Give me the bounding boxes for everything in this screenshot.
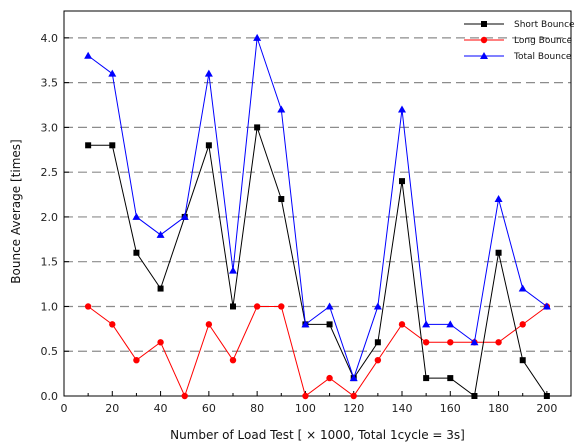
data-point-total-bounce [253,33,262,41]
legend-label: Short Bounce [514,20,575,30]
data-point-long-bounce [422,339,430,346]
data-point-total-bounce [542,302,551,310]
data-point-long-bounce [350,392,357,400]
data-point-short-bounce [543,393,550,399]
data-point-total-bounce [108,69,117,77]
x-tick-label: 40 [154,402,168,415]
y-tick-label: 4.0 [41,32,59,45]
data-point-long-bounce [181,392,188,400]
data-point-total-bounce [132,212,141,220]
data-point-total-bounce [204,69,213,77]
data-point-short-bounce [254,124,261,131]
data-point-total-bounce [398,105,406,113]
x-axis-title: Number of Load Test [ × 1000, Total 1cyc… [170,428,465,442]
data-point-short-bounce [447,375,454,382]
data-point-long-bounce [398,321,406,328]
series-total-bounce [84,33,551,382]
data-point-total-bounce [156,230,165,238]
data-point-short-bounce [133,249,140,256]
data-point-short-bounce [205,142,212,149]
legend-entry-total-bounce: Total Bounce [464,52,572,62]
y-tick-label: 1.5 [41,256,59,269]
legend-label: Long Bounce [514,36,573,46]
legend-label: Total Bounce [513,52,572,62]
x-tick-label: 140 [392,402,413,415]
x-tick-label: 80 [250,402,264,415]
data-point-long-bounce [447,339,454,346]
data-point-long-bounce [519,321,526,328]
grid-lines [64,37,571,352]
data-point-total-bounce [422,320,431,328]
x-tick-label: 100 [295,402,316,415]
legend-marker [480,36,488,44]
data-point-short-bounce [399,178,405,185]
legend-entry-long-bounce: Long Bounce [464,36,573,46]
data-point-short-bounce [85,142,92,149]
series-long-bounce [84,303,551,400]
data-point-short-bounce [230,303,236,310]
data-point-total-bounce [373,302,382,310]
data-point-short-bounce [109,142,116,149]
data-point-long-bounce [326,374,333,382]
data-point-long-bounce [374,356,382,364]
y-axis-title: Bounce Average [times] [9,139,23,283]
data-point-total-bounce [349,374,358,382]
data-point-long-bounce [229,356,237,364]
data-point-short-bounce [157,285,164,292]
data-point-total-bounce [446,320,455,328]
x-tick-label: 60 [202,402,216,415]
y-tick-label: 3.0 [41,121,59,134]
data-point-long-bounce [133,356,140,364]
y-tick-label: 1.0 [41,300,59,313]
y-tick-label: 3.5 [41,77,59,90]
y-tick-label: 2.0 [41,211,59,224]
data-point-short-bounce [423,375,430,382]
data-point-long-bounce [84,303,92,310]
data-point-total-bounce [325,302,334,310]
x-tick-label: 120 [343,402,364,415]
data-point-long-bounce [495,339,502,346]
legend-marker [480,52,488,59]
data-point-long-bounce [253,303,261,310]
data-point-short-bounce [374,339,381,346]
data-point-total-bounce [229,266,237,274]
data-point-long-bounce [157,339,164,346]
series-line-long-bounce [87,305,548,398]
data-point-long-bounce [302,392,309,400]
data-point-long-bounce [205,321,213,328]
data-point-short-bounce [519,357,526,364]
data-point-total-bounce [180,212,189,220]
series-line-total-bounce [87,37,548,380]
data-point-short-bounce [495,249,502,256]
x-tick-label: 160 [440,402,461,415]
y-tick-label: 0.5 [41,345,59,358]
data-point-short-bounce [278,196,285,203]
y-tick-label: 0.0 [41,390,59,403]
legend-entry-short-bounce: Short Bounce [464,20,575,30]
data-point-short-bounce [326,321,333,328]
data-point-total-bounce [301,320,310,328]
data-point-total-bounce [84,51,93,59]
legend-marker [481,21,487,27]
x-tick-label: 0 [61,402,68,415]
data-series [84,33,551,400]
x-tick-label: 200 [536,402,557,415]
axes: 0.0 0.5 1.0 1.5 2.0 2.5 3.0 3.5 4.0 0 20 40 60 80 100 1… [41,10,572,415]
data-point-short-bounce [471,393,478,399]
x-tick-label: 180 [488,402,509,415]
series-line-short-bounce [88,127,548,397]
data-point-total-bounce [470,338,479,346]
data-point-total-bounce [518,284,527,292]
x-tick-label: 20 [105,402,119,415]
y-tick-label: 2.5 [41,166,59,179]
legend: Short Bounce Long Bounce Total Bounce [464,20,575,62]
data-point-total-bounce [277,105,286,113]
data-point-long-bounce [278,303,285,310]
data-point-total-bounce [494,195,503,203]
plot-frame [63,10,572,397]
data-point-long-bounce [109,321,116,328]
